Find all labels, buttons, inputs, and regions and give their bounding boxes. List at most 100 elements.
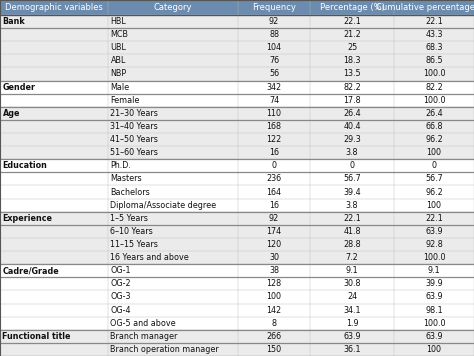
Text: 100.0: 100.0: [423, 69, 445, 78]
Text: 92.8: 92.8: [425, 240, 443, 249]
Bar: [0, 120, 474, 133]
Text: 98.1: 98.1: [425, 305, 443, 315]
Text: 21–30 Years: 21–30 Years: [110, 109, 158, 118]
Text: 92: 92: [269, 17, 279, 26]
Text: 34.1: 34.1: [343, 305, 361, 315]
Text: Masters: Masters: [110, 174, 142, 183]
Text: Functional title: Functional title: [2, 332, 71, 341]
Text: 24: 24: [347, 293, 357, 302]
Text: Category: Category: [154, 3, 192, 12]
Text: 22.1: 22.1: [343, 214, 361, 223]
Bar: [0, 330, 474, 343]
Text: Cumulative percentage (%): Cumulative percentage (%): [376, 3, 474, 12]
Text: 13.5: 13.5: [343, 69, 361, 78]
Text: 9.1: 9.1: [346, 266, 358, 275]
Text: 150: 150: [266, 345, 282, 354]
Bar: [0, 199, 474, 212]
Text: 18.3: 18.3: [343, 56, 361, 66]
Bar: [0, 172, 474, 185]
Text: 168: 168: [266, 122, 282, 131]
Text: 16: 16: [269, 148, 279, 157]
Text: 88: 88: [269, 30, 279, 39]
Text: 41–50 Years: 41–50 Years: [110, 135, 158, 144]
Text: 266: 266: [266, 332, 282, 341]
Text: 26.4: 26.4: [343, 109, 361, 118]
Bar: [0, 316, 474, 330]
Text: 342: 342: [266, 83, 282, 91]
Text: 96.2: 96.2: [425, 135, 443, 144]
Text: 142: 142: [266, 305, 282, 315]
Bar: [0, 41, 474, 54]
Bar: [0, 185, 474, 199]
Text: 39.9: 39.9: [425, 279, 443, 288]
Text: 22.1: 22.1: [425, 17, 443, 26]
Text: 8: 8: [272, 319, 276, 328]
Text: 9.1: 9.1: [428, 266, 440, 275]
Text: 16: 16: [269, 201, 279, 210]
Text: ABL: ABL: [110, 56, 126, 66]
Text: 21.2: 21.2: [343, 30, 361, 39]
Text: 56: 56: [269, 69, 279, 78]
Text: Branch manager: Branch manager: [110, 332, 178, 341]
Text: 0: 0: [349, 161, 355, 170]
Text: Male: Male: [110, 83, 129, 91]
Text: 66.8: 66.8: [425, 122, 443, 131]
Text: Education: Education: [2, 161, 47, 170]
Bar: [0, 290, 474, 304]
Text: 63.9: 63.9: [343, 332, 361, 341]
Text: 174: 174: [266, 227, 282, 236]
Text: Bachelors: Bachelors: [110, 188, 150, 197]
Text: 74: 74: [269, 96, 279, 105]
Text: Age: Age: [2, 109, 20, 118]
Bar: [0, 107, 474, 120]
Text: 100: 100: [427, 201, 441, 210]
Text: 63.9: 63.9: [425, 332, 443, 341]
Bar: [0, 304, 474, 316]
Text: Gender: Gender: [2, 83, 36, 91]
Text: 40.4: 40.4: [343, 122, 361, 131]
Text: Ph.D.: Ph.D.: [110, 161, 131, 170]
Text: Cadre/Grade: Cadre/Grade: [2, 266, 59, 275]
Text: 236: 236: [266, 174, 282, 183]
Text: 63.9: 63.9: [425, 293, 443, 302]
Bar: [0, 28, 474, 41]
Text: 100: 100: [427, 345, 441, 354]
Text: Diploma/Associate degree: Diploma/Associate degree: [110, 201, 217, 210]
Text: 1.9: 1.9: [346, 319, 358, 328]
Text: Frequency: Frequency: [252, 3, 296, 12]
Text: 28.8: 28.8: [343, 240, 361, 249]
Text: Branch operation manager: Branch operation manager: [110, 345, 219, 354]
Text: Female: Female: [110, 96, 140, 105]
Text: 122: 122: [266, 135, 282, 144]
Bar: [0, 212, 474, 225]
Text: 22.1: 22.1: [343, 17, 361, 26]
Text: 26.4: 26.4: [425, 109, 443, 118]
Text: 51–60 Years: 51–60 Years: [110, 148, 158, 157]
Text: 100.0: 100.0: [423, 319, 445, 328]
Text: 100.0: 100.0: [423, 253, 445, 262]
Bar: [0, 94, 474, 107]
Text: 0: 0: [272, 161, 276, 170]
Text: 3.8: 3.8: [346, 201, 358, 210]
Bar: [0, 146, 474, 159]
Bar: [0, 133, 474, 146]
Bar: [0, 225, 474, 238]
Text: OG-2: OG-2: [110, 279, 131, 288]
Text: Demographic variables: Demographic variables: [5, 3, 103, 12]
Text: 92: 92: [269, 214, 279, 223]
Text: 100: 100: [266, 293, 282, 302]
Bar: [0, 238, 474, 251]
Text: 56.7: 56.7: [343, 174, 361, 183]
Text: OG-5 and above: OG-5 and above: [110, 319, 176, 328]
Text: OG-4: OG-4: [110, 305, 131, 315]
Text: MCB: MCB: [110, 30, 128, 39]
Text: NBP: NBP: [110, 69, 127, 78]
Text: 38: 38: [269, 266, 279, 275]
Text: 100: 100: [427, 148, 441, 157]
Bar: [0, 159, 474, 172]
Text: Percentage (%): Percentage (%): [319, 3, 384, 12]
Text: 100.0: 100.0: [423, 96, 445, 105]
Text: 11–15 Years: 11–15 Years: [110, 240, 158, 249]
Text: 7.2: 7.2: [346, 253, 358, 262]
Bar: [0, 80, 474, 94]
